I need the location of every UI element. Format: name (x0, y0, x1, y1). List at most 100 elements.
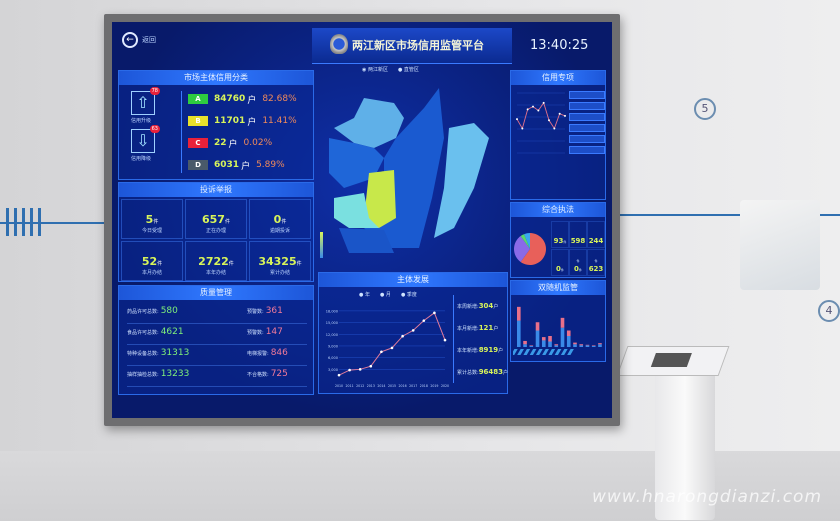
data-point[interactable] (348, 368, 351, 372)
complaint-stat[interactable]: 34325件 累计办结 (249, 241, 311, 281)
development-stat: 本年新增:8919户 (454, 339, 507, 361)
data-point[interactable] (401, 334, 404, 338)
downgrade-label: 信用降级 (131, 156, 152, 162)
bar[interactable] (598, 343, 602, 345)
radio-month[interactable]: ● 月 (379, 292, 391, 298)
stat-value: 623 (588, 265, 604, 273)
data-point[interactable] (380, 350, 383, 354)
data-point[interactable] (433, 311, 436, 315)
data-point[interactable] (537, 109, 540, 112)
data-point[interactable] (548, 119, 550, 122)
bar[interactable] (560, 327, 565, 347)
police-badge-logo (330, 34, 348, 54)
map-district-cyan[interactable] (334, 193, 379, 228)
data-point[interactable] (443, 338, 447, 342)
stat-value: 5 (145, 213, 154, 226)
special-list-item[interactable] (569, 102, 605, 110)
bar[interactable] (541, 340, 546, 347)
bar[interactable] (529, 345, 534, 346)
bar[interactable] (529, 345, 534, 347)
bar[interactable] (554, 345, 559, 347)
credit-special-title: 信用专项 (511, 71, 605, 85)
bar[interactable] (579, 344, 584, 346)
pie-slice[interactable] (514, 236, 530, 262)
legend-lj[interactable]: ◉ 两江新区 (362, 67, 388, 73)
special-list-item[interactable] (569, 113, 605, 121)
bar[interactable] (548, 336, 552, 342)
bar[interactable] (573, 342, 577, 345)
data-point[interactable] (532, 105, 534, 108)
data-point[interactable] (390, 346, 394, 350)
special-list-item[interactable] (569, 91, 605, 99)
enforcement-stat[interactable]: 244 件 (587, 221, 605, 263)
bar[interactable] (591, 345, 596, 346)
data-point[interactable] (337, 373, 341, 377)
enforcement-stat[interactable]: 93件 (551, 221, 569, 248)
radio-quarter[interactable]: ● 季度 (400, 292, 417, 298)
special-list-item[interactable] (569, 124, 605, 132)
data-point[interactable] (369, 364, 373, 368)
data-point[interactable] (553, 127, 556, 130)
enforcement-stat[interactable]: 0件 (551, 249, 569, 276)
upgrade-button[interactable]: ⇧ 78 (131, 87, 160, 115)
enforcement-stat[interactable]: 0件 (569, 249, 587, 276)
pie-slice[interactable] (520, 234, 530, 249)
complaint-stat[interactable]: 2722件 本年办结 (185, 241, 247, 281)
y-tick-label: 6,000 (328, 356, 338, 360)
stat-value: 598 (570, 237, 586, 245)
bar[interactable] (585, 345, 590, 347)
enforcement-stat[interactable]: 623 件 (587, 249, 605, 291)
map-district-east[interactable] (434, 123, 489, 238)
bar[interactable] (523, 340, 527, 345)
bar[interactable] (566, 336, 571, 347)
bar[interactable] (554, 344, 559, 346)
data-point[interactable] (521, 127, 524, 130)
bar[interactable] (579, 345, 584, 347)
bar[interactable] (517, 306, 521, 321)
grade-unit: 户 (228, 139, 238, 150)
region-map[interactable] (324, 78, 504, 258)
bar[interactable] (517, 320, 521, 347)
data-point[interactable] (558, 112, 561, 115)
downgrade-button[interactable]: ⇩ 63 (131, 125, 160, 153)
bar[interactable] (523, 344, 527, 347)
radio-year[interactable]: ● 年 (359, 292, 370, 298)
bar[interactable] (535, 322, 540, 331)
data-point[interactable] (358, 368, 362, 371)
complaint-stat[interactable]: 657件 正在办理 (185, 199, 247, 239)
pie-slice[interactable] (520, 233, 546, 265)
bar[interactable] (573, 344, 577, 347)
stat-unit: 件 (578, 268, 582, 272)
supervision-title: 双随机监管 (511, 281, 605, 295)
map-district-south[interactable] (339, 228, 394, 253)
bar[interactable] (598, 344, 602, 347)
quality-label: 预警数: (247, 330, 264, 336)
bar[interactable] (548, 341, 552, 348)
bar[interactable] (591, 345, 596, 347)
data-point[interactable] (422, 319, 426, 322)
bar[interactable] (585, 344, 590, 346)
enforcement-stat[interactable]: 598 件 (569, 221, 587, 263)
bar[interactable] (535, 330, 540, 348)
data-point[interactable] (526, 108, 529, 111)
pie-slice[interactable] (524, 233, 530, 249)
special-list-item[interactable] (569, 146, 605, 154)
bar[interactable] (541, 337, 546, 341)
map-district-north[interactable] (334, 98, 404, 148)
stat-label: 本年新增: (457, 348, 479, 354)
data-point[interactable] (564, 114, 566, 117)
data-point[interactable] (542, 101, 545, 104)
legend-zg[interactable]: ● 直管区 (397, 67, 419, 73)
special-list-item[interactable] (569, 135, 605, 143)
quality-value: 725 (270, 369, 288, 379)
map-district-yellow[interactable] (364, 170, 396, 228)
complaint-stat[interactable]: 52件 本月办结 (121, 241, 183, 281)
complaint-stat[interactable]: 0件 逾期投诉 (249, 199, 311, 239)
bar[interactable] (566, 330, 571, 337)
stat-unit: 件 (224, 219, 230, 225)
data-point[interactable] (411, 329, 415, 332)
data-point[interactable] (516, 118, 518, 121)
back-button[interactable]: ← 返回 (122, 32, 156, 48)
bar[interactable] (560, 317, 565, 328)
complaint-stat[interactable]: 5件 今日受理 (121, 199, 183, 239)
